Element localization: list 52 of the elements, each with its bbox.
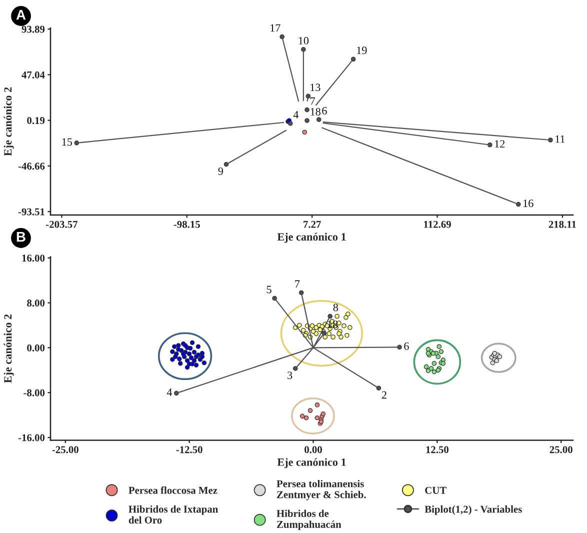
annotation: 7: [310, 97, 316, 105]
legend-label: Biplot(1,2) - Variables: [424, 505, 522, 515]
annotation: 19: [357, 46, 367, 54]
y-tick-label: -46.66: [18, 162, 45, 170]
y-tick-label: -8.00: [24, 389, 45, 396]
annotation: 12: [495, 140, 505, 148]
legend-label: Persea floccosa Mez: [128, 486, 218, 494]
y-axis-title: Eje canónico 2: [4, 314, 14, 383]
legend-label: Persea tolimanensis Zentmyer & Schieb.: [276, 480, 366, 500]
legend-label: CUT: [425, 486, 446, 494]
x-tick-label: -203.57: [46, 220, 78, 228]
y-tick-label: 0.19: [27, 117, 45, 124]
annotation: 6: [322, 107, 327, 115]
annotation: 4: [293, 110, 299, 118]
y-tick-label: 47.04: [22, 71, 45, 78]
y-tick-label: -93.51: [18, 208, 44, 216]
annotation: 10: [298, 36, 309, 44]
annotation: 7: [295, 280, 300, 288]
annotation: 6: [404, 342, 409, 350]
chart-title: B: [16, 232, 26, 242]
x-tick-label: -25.00: [52, 446, 78, 454]
y-tick-label: 0.00: [27, 344, 45, 352]
annotation: 4: [166, 388, 172, 396]
legend-label: Hibridos de Zumpahuacán: [276, 510, 342, 530]
annotation: 13: [310, 84, 320, 92]
x-axis-title: Eje canónico 1: [277, 232, 346, 243]
annotation: 18: [310, 108, 320, 116]
legend-label: Hibridos de Ixtapan del Oro: [128, 505, 218, 524]
chart-title: A: [16, 10, 26, 20]
x-tick-label: 25.00: [550, 446, 572, 454]
annotation: 16: [524, 200, 534, 208]
x-tick-label: -98.15: [174, 220, 200, 228]
x-tick-label: 112.69: [424, 220, 451, 228]
annotation: 8: [333, 304, 338, 312]
annotation: 5: [266, 286, 272, 294]
y-tick-label: -16.00: [18, 434, 45, 442]
annotation: 15: [62, 138, 72, 146]
y-axis-title: Eje canónico 2: [4, 87, 14, 156]
y-tick-label: 16.00: [22, 254, 45, 262]
x-tick-label: 0.00: [304, 446, 322, 454]
x-tick-label: -12.50: [176, 446, 202, 454]
annotation: 9: [218, 167, 224, 175]
x-tick-label: 218.11: [548, 220, 576, 228]
annotation: 3: [288, 372, 292, 380]
x-axis-title: Eje canónico 1: [277, 458, 346, 468]
y-tick-label: 8.00: [27, 300, 45, 307]
y-tick-label: 93.89: [22, 26, 45, 33]
annotation: 2: [382, 391, 386, 399]
x-tick-label: 7.27: [304, 220, 321, 228]
annotation: 11: [556, 135, 565, 143]
annotation: 17: [270, 24, 280, 32]
x-tick-label: 12.50: [426, 446, 448, 454]
